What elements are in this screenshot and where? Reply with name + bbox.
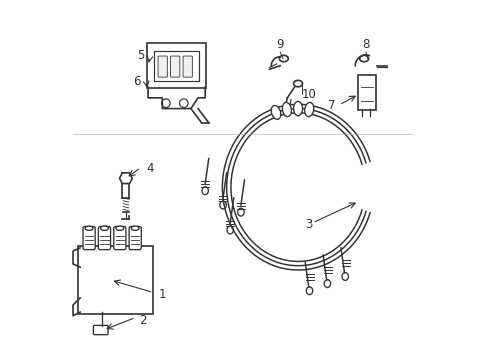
Text: 2: 2	[139, 314, 146, 327]
FancyBboxPatch shape	[114, 226, 125, 249]
Ellipse shape	[305, 287, 312, 295]
Circle shape	[162, 99, 170, 108]
Text: 4: 4	[146, 162, 153, 175]
Ellipse shape	[202, 187, 208, 195]
Ellipse shape	[226, 226, 233, 234]
FancyBboxPatch shape	[83, 226, 95, 249]
Text: 10: 10	[301, 88, 316, 101]
FancyBboxPatch shape	[129, 226, 141, 249]
FancyBboxPatch shape	[78, 246, 153, 314]
Text: 1: 1	[159, 288, 166, 301]
Ellipse shape	[341, 273, 348, 280]
Ellipse shape	[279, 55, 287, 62]
Ellipse shape	[324, 280, 330, 288]
Text: 6: 6	[133, 75, 141, 88]
Ellipse shape	[237, 208, 244, 216]
Text: 9: 9	[276, 38, 284, 51]
Ellipse shape	[304, 103, 313, 117]
Text: 5: 5	[137, 49, 144, 62]
Ellipse shape	[293, 102, 302, 116]
Ellipse shape	[85, 226, 93, 230]
FancyBboxPatch shape	[170, 56, 180, 77]
Circle shape	[179, 99, 188, 108]
Ellipse shape	[359, 55, 368, 62]
FancyBboxPatch shape	[158, 56, 167, 77]
Ellipse shape	[131, 226, 139, 230]
FancyBboxPatch shape	[98, 226, 110, 249]
Text: 7: 7	[327, 99, 335, 112]
FancyBboxPatch shape	[154, 51, 198, 81]
FancyBboxPatch shape	[183, 56, 192, 77]
Ellipse shape	[101, 226, 108, 230]
Ellipse shape	[293, 80, 302, 87]
Ellipse shape	[271, 105, 280, 119]
FancyBboxPatch shape	[357, 75, 375, 110]
Ellipse shape	[282, 103, 291, 117]
Text: 3: 3	[305, 218, 312, 231]
Ellipse shape	[116, 226, 123, 230]
Text: 8: 8	[362, 38, 369, 51]
FancyBboxPatch shape	[93, 325, 108, 335]
Ellipse shape	[220, 201, 226, 209]
FancyBboxPatch shape	[147, 43, 206, 88]
